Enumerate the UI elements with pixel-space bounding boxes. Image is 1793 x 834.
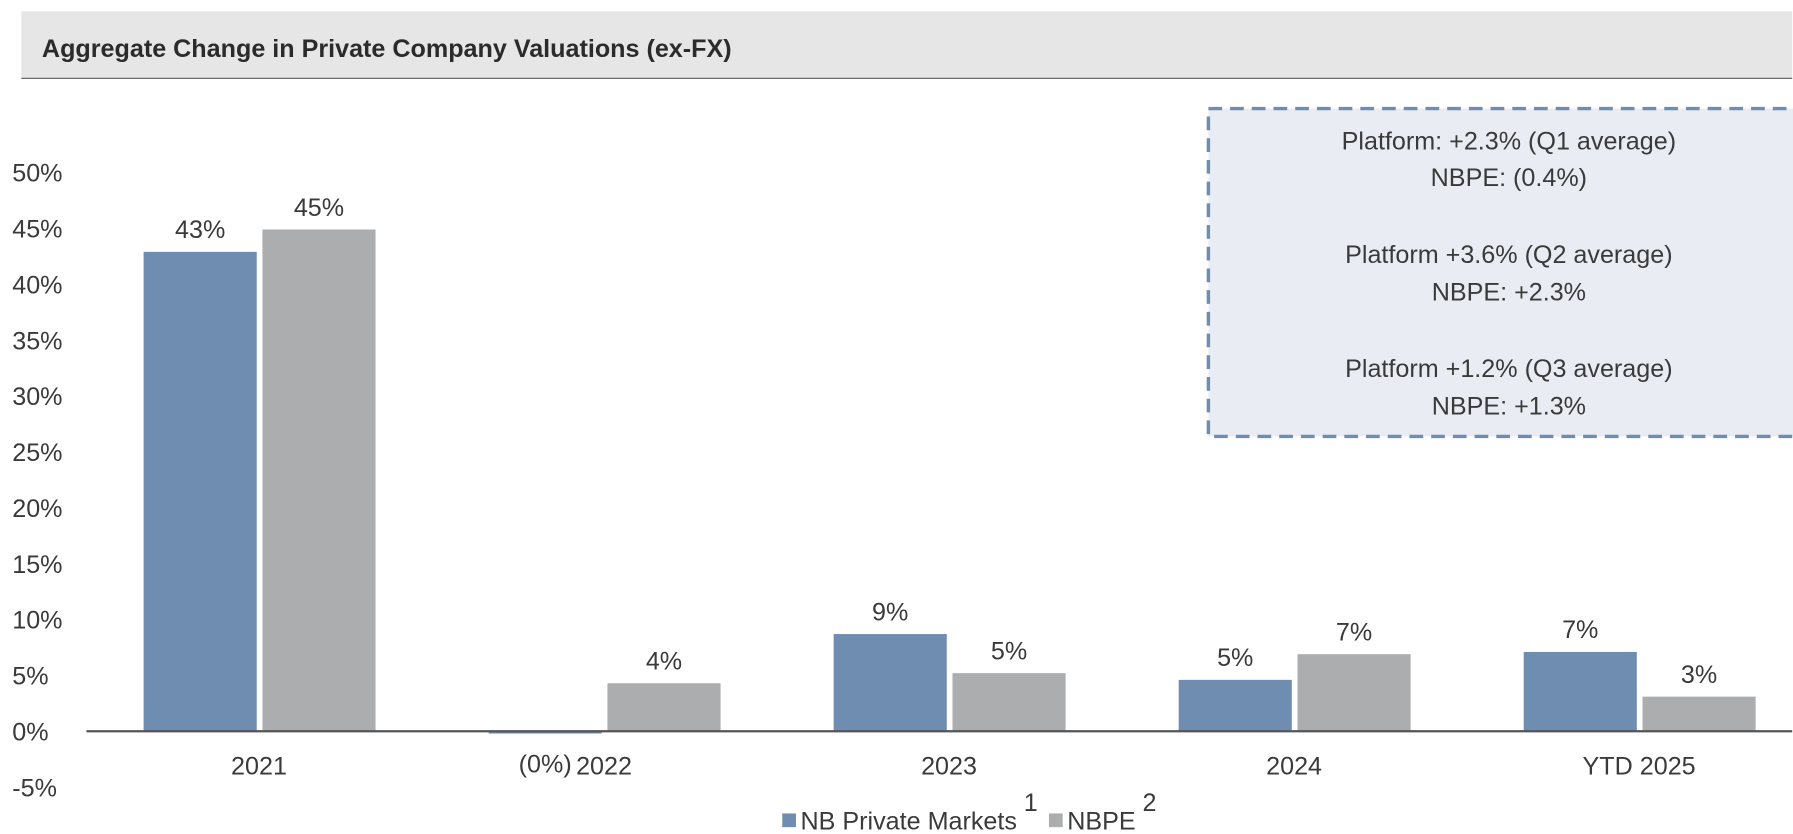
title-bar [21, 11, 1793, 78]
value-label: 5% [991, 637, 1027, 665]
bar [1178, 679, 1292, 732]
bar [607, 683, 721, 732]
x-tick-label: 2024 [1266, 753, 1322, 781]
y-tick-label: 10% [12, 607, 62, 635]
y-tick-label: 5% [12, 663, 48, 691]
bar [1523, 651, 1637, 732]
bar [1642, 696, 1756, 732]
bar [1297, 654, 1411, 732]
x-tick-label: YTD 2025 [1583, 753, 1696, 781]
y-tick-label: 0% [12, 718, 48, 746]
annotation-line: NBPE: (0.4%) [1431, 164, 1587, 192]
value-label: 43% [175, 216, 225, 244]
value-label: 45% [294, 194, 344, 222]
y-tick-label: 40% [12, 271, 62, 299]
value-label: 4% [646, 648, 682, 676]
value-label: 3% [1681, 661, 1717, 689]
y-tick-label: 50% [12, 160, 62, 188]
bar [143, 251, 257, 732]
legend-swatch [1048, 813, 1063, 828]
y-tick-label: 20% [12, 495, 62, 523]
legend-superscript: 1 [1024, 789, 1038, 817]
bar [262, 229, 376, 732]
chart-title: Aggregate Change in Private Company Valu… [42, 35, 732, 63]
legend-label: NB Private Markets [801, 807, 1017, 834]
y-tick-label: 25% [12, 439, 62, 467]
annotation-line: Platform +1.2% (Q3 average) [1345, 355, 1672, 383]
value-label: 7% [1562, 616, 1598, 644]
value-label: (0%) [519, 750, 572, 778]
y-tick-label: 35% [12, 327, 62, 355]
value-label: 9% [872, 598, 908, 626]
annotation-line: NBPE: +1.3% [1432, 393, 1586, 421]
x-tick-label: 2021 [231, 753, 287, 781]
y-tick-label: 30% [12, 383, 62, 411]
x-tick-label: 2023 [921, 753, 977, 781]
annotation-line: NBPE: +2.3% [1432, 278, 1586, 306]
y-tick-label: 15% [12, 551, 62, 579]
value-label: 7% [1336, 618, 1372, 646]
x-tick-label: 2022 [576, 753, 632, 781]
bar [952, 673, 1066, 732]
legend-label: NBPE [1067, 807, 1135, 834]
annotation-line: Platform +3.6% (Q2 average) [1345, 241, 1672, 269]
annotation-line: Platform: +2.3% (Q1 average) [1342, 128, 1676, 156]
bar [833, 634, 947, 732]
legend-swatch [782, 813, 796, 828]
annotation-box [1206, 106, 1793, 439]
y-tick-label: -5% [12, 774, 57, 802]
legend-superscript: 2 [1142, 789, 1156, 817]
y-tick-label: 45% [12, 216, 62, 244]
value-label: 5% [1217, 644, 1253, 672]
